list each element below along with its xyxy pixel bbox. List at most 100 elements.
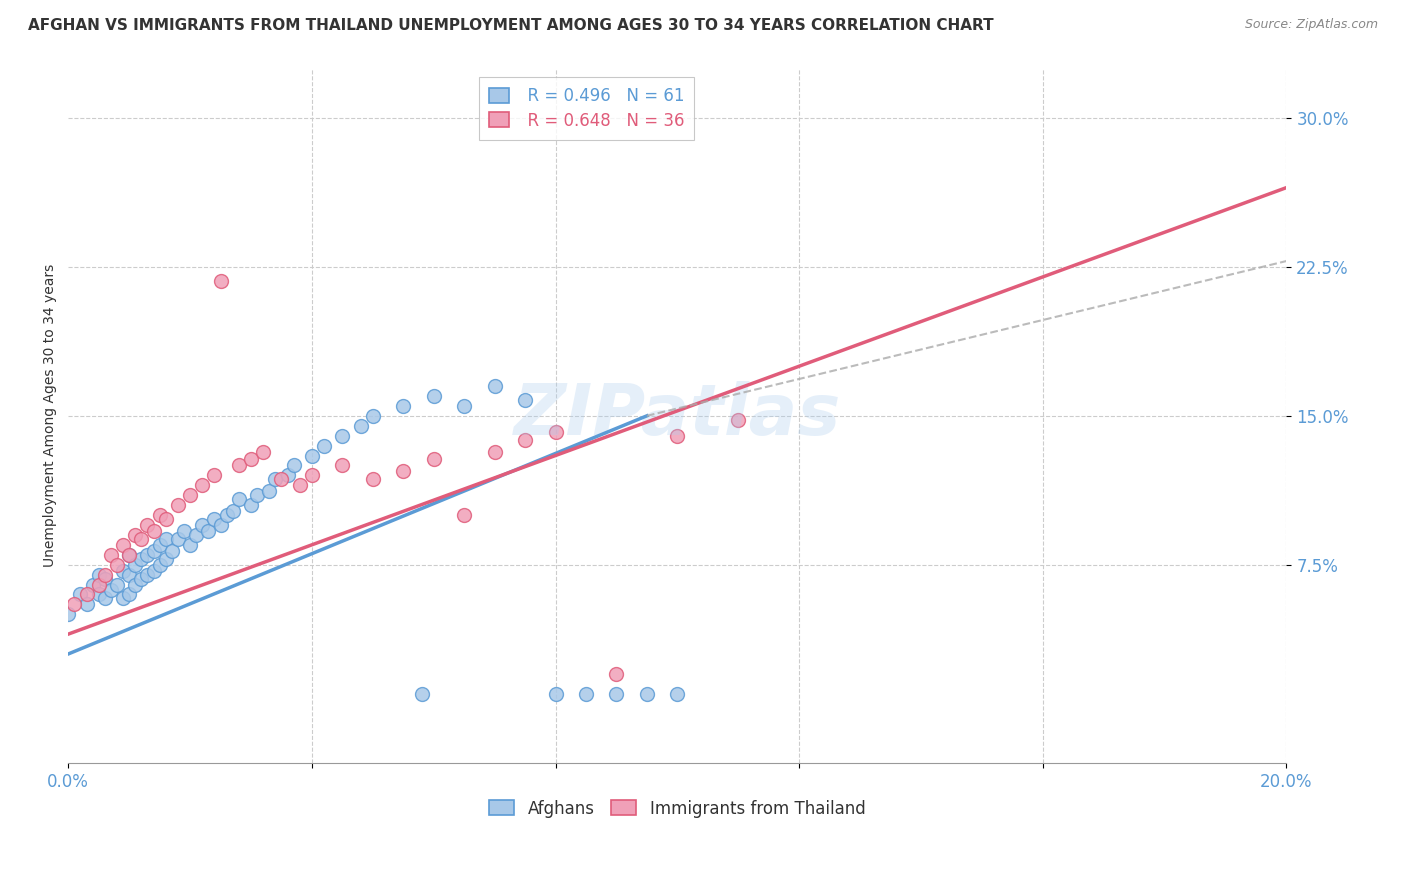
Point bbox=[270, 472, 292, 486]
Point bbox=[149, 508, 172, 522]
Point bbox=[239, 498, 262, 512]
Point bbox=[167, 532, 190, 546]
Point bbox=[76, 587, 98, 601]
Point bbox=[484, 379, 506, 393]
Point bbox=[136, 567, 159, 582]
Point bbox=[312, 439, 335, 453]
Point bbox=[173, 524, 195, 538]
Point bbox=[149, 558, 172, 572]
Point bbox=[204, 468, 226, 483]
Point bbox=[666, 428, 689, 442]
Text: Source: ZipAtlas.com: Source: ZipAtlas.com bbox=[1244, 18, 1378, 31]
Point bbox=[215, 508, 238, 522]
Point bbox=[76, 598, 98, 612]
Point bbox=[197, 524, 219, 538]
Point bbox=[118, 548, 141, 562]
Point bbox=[349, 418, 371, 433]
Point bbox=[142, 564, 165, 578]
Point bbox=[87, 567, 110, 582]
Point bbox=[484, 444, 506, 458]
Point bbox=[453, 399, 475, 413]
Point bbox=[246, 488, 269, 502]
Point bbox=[422, 389, 444, 403]
Point bbox=[264, 472, 287, 486]
Point bbox=[94, 591, 117, 606]
Point bbox=[155, 512, 177, 526]
Point bbox=[191, 478, 214, 492]
Point bbox=[131, 572, 153, 586]
Point bbox=[209, 274, 232, 288]
Point bbox=[252, 444, 274, 458]
Point bbox=[155, 532, 177, 546]
Point bbox=[301, 468, 323, 483]
Point bbox=[124, 577, 146, 591]
Point bbox=[105, 558, 128, 572]
Point bbox=[69, 587, 91, 601]
Point bbox=[276, 468, 298, 483]
Point bbox=[131, 551, 153, 566]
Point bbox=[160, 543, 183, 558]
Point bbox=[228, 458, 250, 473]
Point bbox=[63, 598, 86, 612]
Point bbox=[167, 498, 190, 512]
Point bbox=[228, 492, 250, 507]
Point bbox=[94, 567, 117, 582]
Point bbox=[124, 558, 146, 572]
Point bbox=[727, 413, 749, 427]
Point bbox=[392, 464, 415, 478]
Point bbox=[283, 458, 305, 473]
Point bbox=[136, 548, 159, 562]
Point bbox=[330, 458, 353, 473]
Point bbox=[411, 687, 433, 701]
Point bbox=[155, 551, 177, 566]
Point bbox=[422, 452, 444, 467]
Point bbox=[361, 472, 384, 486]
Point bbox=[575, 687, 598, 701]
Point bbox=[118, 548, 141, 562]
Point bbox=[257, 484, 280, 499]
Point bbox=[112, 564, 135, 578]
Point bbox=[544, 687, 567, 701]
Point bbox=[288, 478, 311, 492]
Point bbox=[136, 518, 159, 533]
Point bbox=[87, 587, 110, 601]
Point bbox=[179, 538, 201, 552]
Point bbox=[544, 425, 567, 439]
Text: ZIPatlas: ZIPatlas bbox=[513, 381, 841, 450]
Point bbox=[58, 607, 80, 622]
Point bbox=[82, 577, 104, 591]
Point bbox=[131, 532, 153, 546]
Legend: Afghans, Immigrants from Thailand: Afghans, Immigrants from Thailand bbox=[482, 793, 872, 824]
Point bbox=[453, 508, 475, 522]
Text: AFGHAN VS IMMIGRANTS FROM THAILAND UNEMPLOYMENT AMONG AGES 30 TO 34 YEARS CORREL: AFGHAN VS IMMIGRANTS FROM THAILAND UNEMP… bbox=[28, 18, 994, 33]
Point bbox=[239, 452, 262, 467]
Point bbox=[222, 504, 245, 518]
Point bbox=[179, 488, 201, 502]
Point bbox=[118, 567, 141, 582]
Point bbox=[330, 428, 353, 442]
Point bbox=[142, 543, 165, 558]
Point bbox=[142, 524, 165, 538]
Point bbox=[87, 577, 110, 591]
Point bbox=[301, 449, 323, 463]
Y-axis label: Unemployment Among Ages 30 to 34 years: Unemployment Among Ages 30 to 34 years bbox=[44, 264, 58, 567]
Point bbox=[112, 538, 135, 552]
Point bbox=[513, 392, 536, 407]
Point bbox=[100, 583, 122, 598]
Point bbox=[112, 591, 135, 606]
Point bbox=[124, 528, 146, 542]
Point bbox=[605, 687, 627, 701]
Point bbox=[186, 528, 208, 542]
Point bbox=[392, 399, 415, 413]
Point bbox=[209, 518, 232, 533]
Point bbox=[149, 538, 172, 552]
Point bbox=[361, 409, 384, 423]
Point bbox=[191, 518, 214, 533]
Point bbox=[100, 548, 122, 562]
Point bbox=[666, 687, 689, 701]
Point bbox=[605, 666, 627, 681]
Point bbox=[204, 512, 226, 526]
Point bbox=[636, 687, 658, 701]
Point bbox=[105, 577, 128, 591]
Point bbox=[94, 572, 117, 586]
